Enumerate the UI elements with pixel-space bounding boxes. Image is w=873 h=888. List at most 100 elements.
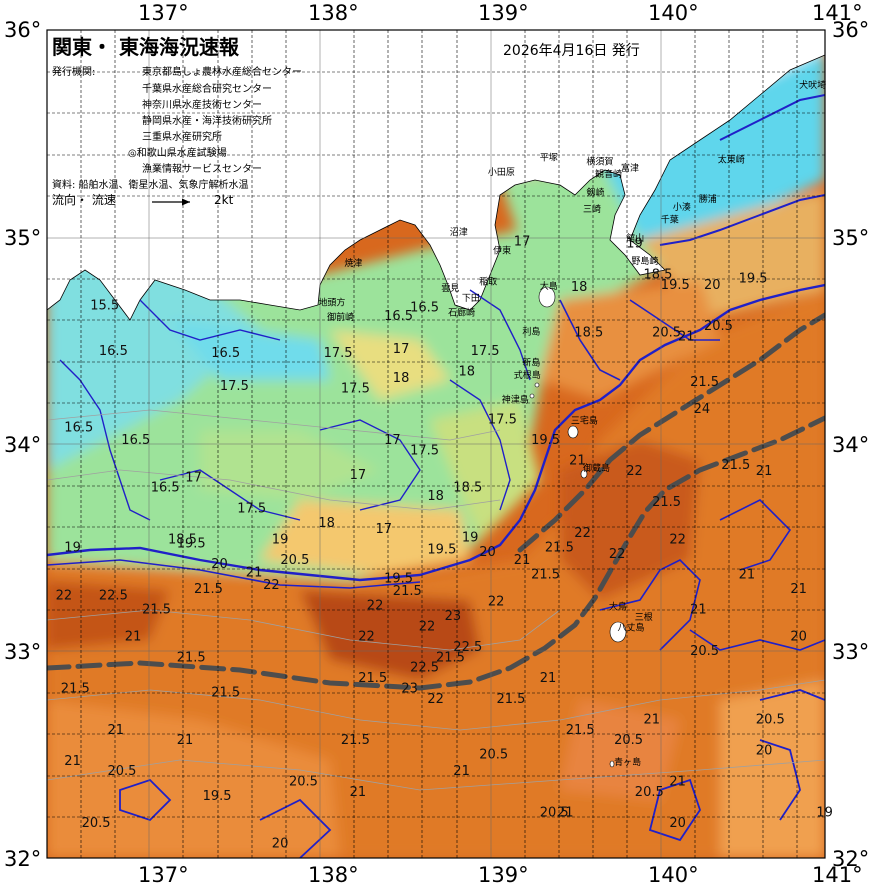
contour-label: 21.5 <box>142 603 171 618</box>
contour-label: 19 <box>64 541 81 556</box>
place-label: 三崎 <box>583 203 601 215</box>
place-label: 雲見 <box>441 283 459 294</box>
contour-label: 18.5 <box>644 267 673 282</box>
contour-label: 22.5 <box>453 640 482 655</box>
lat-label-35-right: 35° <box>832 226 869 250</box>
latitude-labels-left: 36° 35° 34° 33° 32° <box>4 18 41 871</box>
place-label: 大鳥 <box>609 601 627 613</box>
contour-label: 22 <box>358 630 375 645</box>
lon-label-137-bottom: 137° <box>138 863 189 887</box>
contour-label: 16.5 <box>384 309 413 324</box>
contour-label: 22 <box>427 692 444 707</box>
longitude-labels-top: 137° 138° 139° 140° 141° <box>138 1 863 25</box>
place-label: 野島崎 <box>631 255 658 267</box>
place-label: 千葉 <box>661 214 679 226</box>
contour-label: 23 <box>445 609 462 624</box>
contour-label: 18 <box>393 371 410 386</box>
place-label: 焼津 <box>344 258 362 269</box>
contour-label: 21.5 <box>690 375 719 390</box>
contour-label: 19 <box>626 236 643 251</box>
contour-label: 17 <box>350 468 367 483</box>
contour-label: 21.5 <box>531 568 560 583</box>
contour-label: 16.5 <box>410 301 439 316</box>
place-label: 伊東 <box>493 245 511 257</box>
contour-label: 21 <box>514 553 531 568</box>
contour-label: 21 <box>125 630 142 645</box>
lon-label-138: 138° <box>308 1 359 25</box>
place-label: 剱崎 <box>586 187 604 199</box>
place-label: 三根 <box>635 611 653 623</box>
contour-label: 20.5 <box>756 713 785 728</box>
contour-label: 17 <box>393 342 410 357</box>
place-label: 石廊崎 <box>448 307 475 319</box>
contour-label: 18 <box>571 280 588 295</box>
contour-label: 21 <box>177 733 194 748</box>
contour-label: 17.5 <box>220 379 249 394</box>
contour-label: 16.5 <box>121 433 150 448</box>
place-label: 式根島 <box>514 369 541 381</box>
agencies-label: 発行機関: <box>52 65 95 78</box>
contour-label: 20.5 <box>108 764 137 779</box>
place-label: 大島 <box>540 280 558 292</box>
lon-label-141-bottom: 141° <box>812 863 863 887</box>
contour-label: 20 <box>790 630 807 645</box>
longitude-labels-bottom: 137° 138° 139° 140° 141° <box>138 863 863 887</box>
place-label: 横須賀 <box>586 156 613 168</box>
contour-label: 21 <box>756 464 773 479</box>
contour-label: 17 <box>384 433 401 448</box>
contour-label: 19.5 <box>661 278 690 293</box>
data-sources: 資料: 船舶水温、衛星水温、気象庁解析水温 <box>52 178 249 191</box>
lon-label-139: 139° <box>478 1 529 25</box>
contour-label: 19 <box>816 806 833 821</box>
lat-label-32-right: 32° <box>832 847 869 871</box>
place-label: 神津島 <box>502 394 529 406</box>
contour-label: 20 <box>756 744 773 759</box>
contour-label: 22.5 <box>410 661 439 676</box>
contour-label: 17 <box>376 522 393 537</box>
contour-label: 17.5 <box>324 346 353 361</box>
contour-label: 20 <box>211 557 228 572</box>
agency-3: 神奈川県水産技術センター <box>142 98 262 111</box>
contour-label: 21.5 <box>721 458 750 473</box>
contour-labels: 15.516.516.516.516.51716.517.517.517.517… <box>56 234 833 851</box>
lon-label-138-bottom: 138° <box>308 863 359 887</box>
contour-label: 18 <box>427 489 444 504</box>
contour-label: 18 <box>318 516 335 531</box>
contour-label: 22 <box>609 547 626 562</box>
contour-label: 16.5 <box>211 346 240 361</box>
place-label: 御蔵島 <box>583 462 610 474</box>
contour-label: 19.5 <box>384 572 413 587</box>
contour-label: 20 <box>669 816 686 831</box>
place-label: 平塚 <box>540 152 558 163</box>
contour-label: 17 <box>185 470 202 485</box>
place-label: 富津 <box>621 162 639 174</box>
contour-label: 21 <box>64 754 81 769</box>
place-label: 小湊 <box>673 201 691 213</box>
contour-label: 21 <box>678 330 695 345</box>
contour-label: 19.5 <box>203 789 232 804</box>
contour-label: 21.5 <box>194 582 223 597</box>
kuroshio-axis <box>47 312 825 691</box>
contour-label: 17 <box>514 234 531 249</box>
lat-label-36: 36° <box>4 18 41 42</box>
agency-5: 三重県水産研究所 <box>142 130 222 143</box>
place-label: 稲取 <box>479 276 497 288</box>
contour-label: 21 <box>246 566 263 581</box>
contour-label: 19.5 <box>177 537 206 552</box>
place-label: 青ヶ島 <box>614 756 641 768</box>
lon-label-139-bottom: 139° <box>478 863 529 887</box>
contour-label: 19.5 <box>531 433 560 448</box>
contour-label: 15.5 <box>90 299 119 314</box>
contour-label: 22.5 <box>99 588 128 603</box>
lat-label-34: 34° <box>4 433 41 457</box>
half-degree-isotherms <box>47 409 825 791</box>
land <box>46 29 826 321</box>
place-label: 下田 <box>462 293 480 304</box>
contour-label: 21.5 <box>436 650 465 665</box>
contour-label: 21.5 <box>652 495 681 510</box>
contour-label: 22 <box>56 588 73 603</box>
contour-label: 20.5 <box>704 319 733 334</box>
map-frame <box>46 29 826 859</box>
